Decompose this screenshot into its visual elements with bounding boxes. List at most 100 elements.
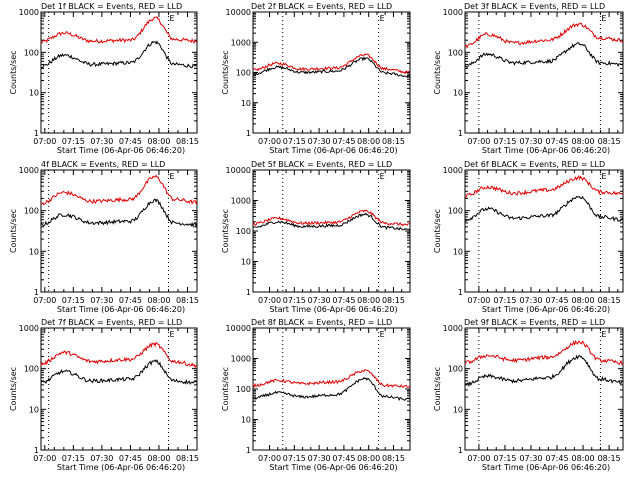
series-line-lld [464,339,624,366]
panel-6: Det 6f BLACK = Events, RED = LLD 1 10 100 10… [433,160,624,314]
x-tick-label: 07:45 [119,454,142,463]
plot-frame [464,327,624,451]
panel-1: Det 1f BLACK = Events, RED = LLD 1 10 100 10… [9,2,199,155]
plot-frame [252,11,411,134]
series-line-lld [464,175,624,198]
x-axis-label: Start Time (06-Apr-06 06:46:20) [57,305,185,314]
y-tick-label: 1 [458,288,463,297]
x-tick-label: 07:00 [467,454,490,463]
y-tick-label: 10 [453,89,463,98]
x-tick-label: 07:15 [62,137,85,146]
series-line-events [464,195,624,222]
series-line-events [252,212,411,232]
x-tick-label: 07:45 [545,296,568,305]
y-tick-label: 1 [34,288,39,297]
y-tick-label: 1000 [231,197,251,206]
x-tick-label: 08:15 [382,296,405,305]
x-tick-label: 07:30 [308,296,331,305]
x-tick-label: 08:00 [147,137,170,146]
x-tick-label: 07:00 [467,296,490,305]
x-tick-label: 08:15 [176,296,199,305]
x-axis-label: Start Time (06-Apr-06 06:46:20) [269,146,397,155]
x-tick-label: 07:30 [90,296,113,305]
time-marker-label: E [601,14,606,23]
panel-title: 4f BLACK = Events, RED = LLD [41,160,165,169]
x-tick-label: 07:45 [119,296,142,305]
time-marker-label: E [380,330,385,339]
x-tick-label: 08:15 [176,137,199,146]
y-tick-label: 1 [34,446,39,455]
series-line-lld [40,16,198,44]
y-tick-label: 1000 [443,166,463,175]
y-tick-label: 1000 [19,166,39,175]
y-tick-label: 1 [458,129,463,138]
x-axis-label: Start Time (06-Apr-06 06:46:20) [482,463,610,472]
x-tick-label: 07:15 [283,296,306,305]
x-tick-label: 07:30 [308,454,331,463]
y-axis-label: Counts/sec [433,50,442,94]
y-tick-label: 1000 [19,324,39,333]
y-tick-label: 10000 [226,324,251,333]
x-tick-label: 07:15 [283,454,306,463]
time-marker-label: E [601,172,606,181]
x-tick-label: 07:00 [467,137,490,146]
x-tick-label: 08:15 [382,137,405,146]
x-tick-label: 07:30 [308,137,331,146]
x-axis-label: Start Time (06-Apr-06 06:46:20) [482,305,610,314]
x-tick-label: 07:30 [90,454,113,463]
y-axis-label: Counts/sec [433,209,442,253]
y-tick-label: 10 [241,99,251,108]
x-tick-label: 07:30 [519,454,542,463]
series-line-lld [252,53,411,75]
panel-8: Det 8f BLACK = Events, RED = LLD 1 10 100 10… [221,318,411,472]
x-axis-label: Start Time (06-Apr-06 06:46:20) [57,146,185,155]
panel-title: Det 8f BLACK = Events, RED = LLD [251,318,392,327]
x-tick-label: 08:15 [598,296,621,305]
series-line-lld [252,209,411,227]
x-tick-label: 07:15 [283,137,306,146]
panel-4: 4f BLACK = Events, RED = LLD 1 10 100 1000 07… [9,160,199,314]
y-tick-label: 100 [236,69,251,78]
panel-title: Det 1f BLACK = Events, RED = LLD [41,2,182,11]
x-tick-label: 08:00 [357,454,380,463]
x-tick-label: 07:30 [519,137,542,146]
panel-3: Det 3f BLACK = Events, RED = LLD 1 10 100 10… [433,2,624,155]
panel-5: Det 5f BLACK = Events, RED = LLD 1 10 100 10… [221,160,411,314]
series-line-events [464,42,624,68]
series-line-events [40,40,198,69]
y-axis-label: Counts/sec [221,367,230,411]
y-tick-label: 100 [236,227,251,236]
y-tick-label: 100 [448,48,463,57]
time-marker-label: E [380,14,385,23]
series-line-events [464,354,624,388]
x-tick-label: 07:45 [545,454,568,463]
x-tick-label: 08:00 [357,137,380,146]
x-tick-label: 08:00 [572,137,595,146]
x-tick-label: 07:00 [33,137,56,146]
y-tick-label: 1 [246,129,251,138]
x-tick-label: 07:45 [332,137,355,146]
panel-7: Det 7f BLACK = Events, RED = LLD 1 10 100 10… [9,318,199,472]
y-tick-label: 1000 [19,8,39,17]
x-tick-label: 07:30 [519,296,542,305]
x-tick-label: 07:00 [258,454,281,463]
time-marker-label: E [169,14,174,23]
x-tick-label: 07:45 [332,296,355,305]
y-axis-label: Counts/sec [221,209,230,253]
plot-frame [464,11,624,134]
x-tick-label: 08:00 [357,296,380,305]
time-marker-label: E [169,330,174,339]
y-tick-label: 10 [453,247,463,256]
y-tick-label: 1 [246,446,251,455]
panel-title: Det 6f BLACK = Events, RED = LLD [464,160,605,169]
series-line-lld [40,174,198,206]
x-tick-label: 08:00 [572,454,595,463]
series-line-events [40,359,198,385]
series-line-lld [464,22,624,49]
panel-title: Det 3f BLACK = Events, RED = LLD [464,2,605,11]
x-tick-label: 07:00 [33,454,56,463]
x-tick-label: 08:00 [147,454,170,463]
y-tick-label: 100 [448,207,463,216]
y-tick-label: 1 [246,288,251,297]
